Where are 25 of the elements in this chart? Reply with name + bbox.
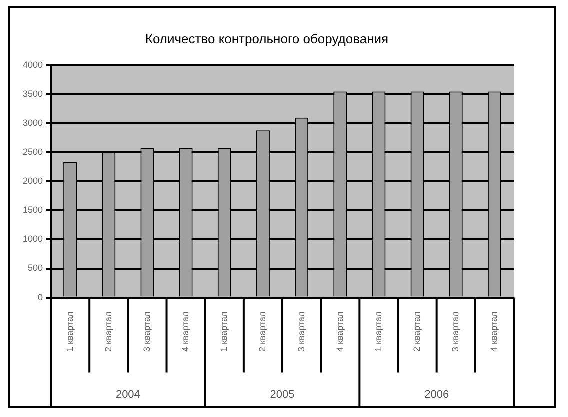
x-tick-label: 1 квартал	[373, 312, 384, 352]
x-tick-label: 1 квартал	[219, 312, 230, 352]
x-tick-label: 3 квартал	[450, 312, 461, 352]
x-tick-label: 2 квартал	[258, 312, 268, 352]
x-tick-label: 2 квартал	[412, 312, 422, 352]
chart-title: Количество контрольного оборудования	[145, 31, 389, 46]
y-tick-label: 500	[28, 263, 44, 274]
x-tick-label: 4 квартал	[334, 312, 345, 352]
y-tick-label: 0	[38, 292, 44, 302]
x-tick-label: 2 квартал	[103, 312, 114, 352]
y-tick-label: 2000	[22, 176, 44, 186]
y-tick-label: 3500	[22, 89, 44, 100]
x-tick-label: 3 квартал	[296, 312, 306, 352]
x-tick-label: 4 квартал	[489, 312, 500, 352]
text: 2004	[116, 388, 140, 401]
y-tick-label: 1000	[22, 234, 44, 244]
y-tick-label: 4000	[22, 60, 44, 70]
text: 2005	[270, 388, 295, 401]
x-tick-label: 4 квартал	[180, 312, 191, 352]
y-tick-label: 3000	[22, 118, 44, 128]
y-tick-label: 1500	[22, 205, 44, 216]
y-tick-label: 2500	[22, 147, 44, 158]
x-tick-label: 1 квартал	[64, 312, 75, 352]
text: 2006	[424, 388, 450, 401]
x-tick-label: 3 квартал	[142, 312, 152, 352]
